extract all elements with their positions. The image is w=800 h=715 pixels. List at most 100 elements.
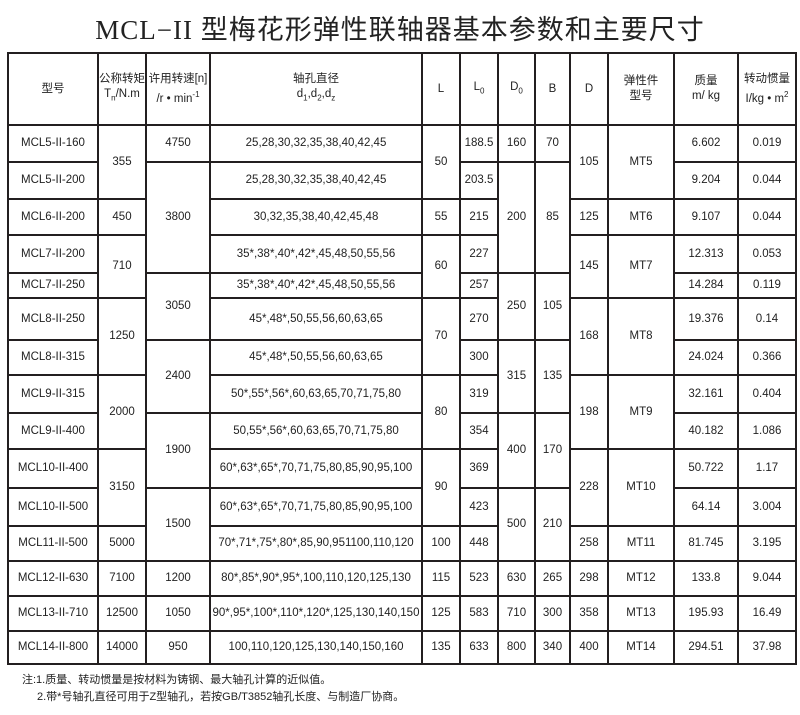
table-cell: 168 — [569, 297, 609, 376]
table-cell: 188.5 — [459, 124, 499, 163]
table-cell: 85 — [534, 161, 571, 274]
model-cell: MCL7-II-200 — [7, 234, 99, 274]
table-cell: 3800 — [145, 161, 211, 274]
model-cell: MCL8-II-315 — [7, 339, 99, 376]
model-cell: MCL9-II-400 — [7, 412, 99, 450]
table-cell: 50,55*,56*,60,63,65,70,71,75,80 — [209, 412, 423, 450]
model-cell: MCL7-II-250 — [7, 272, 99, 299]
table-row: MCL5-II-200 3800 25,28,30,32,35,38,40,42,4… — [7, 161, 797, 274]
table-cell: 400 — [497, 412, 536, 489]
table-cell: 16.49 — [737, 595, 797, 632]
table-cell: 32.161 — [673, 374, 739, 414]
table-cell: 215 — [459, 198, 499, 236]
page-title: MCL−II 型梅花形弹性联轴器基本参数和主要尺寸 — [95, 15, 705, 45]
header-mass: 质量 m/ kg — [673, 52, 739, 126]
table-cell: 125 — [569, 198, 609, 236]
table-cell: 3.195 — [737, 525, 797, 562]
table-cell: 37.98 — [737, 630, 797, 665]
table-cell: 950 — [145, 630, 211, 665]
table-cell: 0.366 — [737, 339, 797, 376]
table-cell: 105 — [534, 272, 571, 341]
table-cell: 0.119 — [737, 272, 797, 299]
table-cell: 315 — [497, 339, 536, 414]
table-cell: 60*,63*,65*,70,71,75,80,85,90,95,100 — [209, 487, 423, 527]
model-cell: MCL9-II-315 — [7, 374, 99, 414]
table-cell: MT12 — [607, 560, 675, 597]
table-cell: 1500 — [145, 487, 211, 562]
table-cell: 50 — [421, 124, 461, 200]
table-cell: 30,32,35,38,40,42,45,48 — [209, 198, 423, 236]
table-cell: 12.313 — [673, 234, 739, 274]
table-cell: 25,28,30,32,35,38,40,42,45 — [209, 124, 423, 163]
table-cell: 0.044 — [737, 198, 797, 236]
table-cell: 115 — [421, 560, 461, 597]
table-cell: 400 — [569, 630, 609, 665]
model-cell: MCL10-II-500 — [7, 487, 99, 527]
table-cell: 45*,48*,50,55,56,60,63,65 — [209, 297, 423, 341]
table-cell: 160 — [497, 124, 536, 163]
table-cell: 270 — [459, 297, 499, 341]
table-cell: 2000 — [97, 374, 147, 450]
table-cell: 5000 — [97, 525, 147, 562]
model-cell: MCL12-II-630 — [7, 560, 99, 597]
table-cell: 55 — [421, 198, 461, 236]
table-cell: 198 — [569, 374, 609, 450]
table-cell: 9.107 — [673, 198, 739, 236]
table-cell: 257 — [459, 272, 499, 299]
table-cell: 423 — [459, 487, 499, 527]
table-cell: 583 — [459, 595, 499, 632]
table-row: MCL7-II-250 3050 35*,38*,40*,42*,45,48,50,… — [7, 272, 797, 341]
table-cell: 7100 — [97, 560, 147, 597]
table-cell: 0.044 — [737, 161, 797, 200]
table-cell: 135 — [421, 630, 461, 665]
table-cell: 50.722 — [673, 448, 739, 489]
note-2: 2.带*号轴孔直径可用于Z型轴孔，若按GB/T3852轴孔长度、与制造厂协商。 — [37, 691, 405, 703]
table-cell: MT9 — [607, 374, 675, 450]
table-cell: 1.17 — [737, 448, 797, 489]
table-cell: 0.019 — [737, 124, 797, 163]
notes: 注:1.质量、转动惯量是按材料为铸钢、最大轴孔计算的近似值。 2.带*号轴孔直径… — [22, 672, 404, 706]
note-1: 注:1.质量、转动惯量是按材料为铸钢、最大轴孔计算的近似值。 — [22, 674, 332, 686]
table-cell: 200 — [497, 161, 536, 274]
table-cell: 12500 — [97, 595, 147, 632]
table-cell: MT5 — [607, 124, 675, 200]
table-cell: 9.204 — [673, 161, 739, 200]
table-cell: 1050 — [145, 595, 211, 632]
table-cell: 125 — [421, 595, 461, 632]
table-row: MCL8-II-315 2400 45*,48*,50,55,56,60,63,65… — [7, 339, 797, 414]
table-cell: 1900 — [145, 412, 211, 489]
table-cell: 60*,63*,65*,70,71,75,80,85,90,95,100 — [209, 448, 423, 489]
table-cell: MT10 — [607, 448, 675, 527]
table-cell: 340 — [534, 630, 571, 665]
table-cell: MT13 — [607, 595, 675, 632]
table-cell: 14.284 — [673, 272, 739, 299]
table-row: MCL7-II-200 710 35*,38*,40*,42*,45,48,50,5… — [7, 234, 797, 299]
table-cell: 19.376 — [673, 297, 739, 341]
table-cell: 800 — [497, 630, 536, 665]
table-cell: 40.182 — [673, 412, 739, 450]
header-L: L — [421, 52, 461, 126]
table-cell: 203.5 — [459, 161, 499, 200]
header-L0: L0 — [459, 52, 499, 126]
parameter-table: 型号 公称转矩 Tn/N.m 许用转速[n]/r • min-1 轴孔直径 d1,d… — [7, 52, 797, 665]
table-cell: MT8 — [607, 297, 675, 376]
table-cell: 1.086 — [737, 412, 797, 450]
table-cell: 369 — [459, 448, 499, 489]
table-cell: 80 — [421, 374, 461, 450]
header-D0: D0 — [497, 52, 536, 126]
header-torque: 公称转矩 Tn/N.m — [97, 52, 147, 126]
table-row: MCL8-II-250 1250 45*,48*,50,55,56,60,63,65… — [7, 297, 797, 376]
table-cell: 70*,71*,75*,80*,85,90,951100,110,120 — [209, 525, 423, 562]
model-cell: MCL6-II-200 — [7, 198, 99, 236]
table-cell: 265 — [534, 560, 571, 597]
table-cell: 105 — [569, 124, 609, 200]
table-cell: 90 — [421, 448, 461, 527]
table-cell: 35*,38*,40*,42*,45,48,50,55,56 — [209, 272, 423, 299]
table-cell: 250 — [497, 272, 536, 341]
header-bore: 轴孔直径 d1,d2,dz — [209, 52, 423, 126]
table-cell: MT6 — [607, 198, 675, 236]
table-cell: 358 — [569, 595, 609, 632]
table-cell: 300 — [459, 339, 499, 376]
table-cell: 258 — [569, 525, 609, 562]
table-cell: 70 — [534, 124, 571, 163]
